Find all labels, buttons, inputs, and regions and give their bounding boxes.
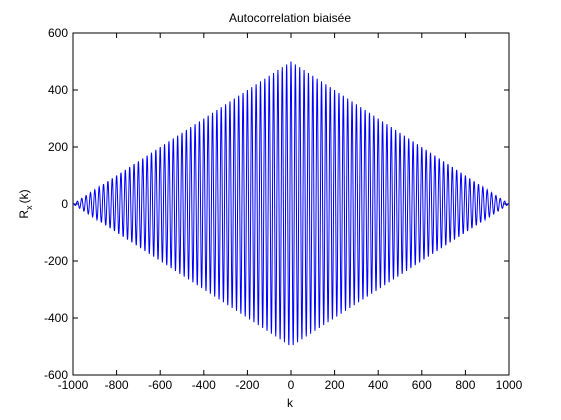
ticks-layer bbox=[72, 32, 510, 376]
x-tick-labels: -1000 -800 -600 -400 -200 0 200 400 600 800 1000 bbox=[58, 378, 523, 392]
chart-title: Autocorrelation biaisée bbox=[229, 11, 351, 25]
x-tick-label: 1000 bbox=[496, 378, 523, 392]
y-tick-label: -400 bbox=[44, 311, 68, 325]
y-tick-labels: -600 -400 -200 0 200 400 600 bbox=[44, 26, 68, 382]
y-axis-label-suffix: (k) bbox=[17, 189, 31, 203]
x-tick-label: 200 bbox=[325, 378, 345, 392]
plot-area bbox=[72, 32, 510, 376]
y-tick-label: -600 bbox=[44, 368, 68, 382]
y-tick-label: 0 bbox=[61, 197, 68, 211]
y-tick-label: -200 bbox=[44, 254, 68, 268]
y-axis-label-subscript: x bbox=[24, 205, 34, 210]
x-tick-label: 0 bbox=[288, 378, 295, 392]
x-tick-label: 600 bbox=[412, 378, 432, 392]
x-tick-label: -1000 bbox=[58, 378, 89, 392]
y-axis-label-main: R bbox=[17, 210, 31, 219]
y-tick-label: 600 bbox=[48, 26, 68, 40]
x-tick-label: -600 bbox=[148, 378, 172, 392]
x-tick-label: 400 bbox=[368, 378, 388, 392]
autocorrelation-series-line bbox=[73, 61, 509, 346]
x-tick-label: -800 bbox=[105, 378, 129, 392]
x-tick-label: -200 bbox=[235, 378, 259, 392]
x-tick-label: 800 bbox=[455, 378, 475, 392]
y-axis-label: Rx (k) bbox=[17, 189, 34, 218]
x-axis-label: k bbox=[287, 396, 294, 410]
y-tick-label: 400 bbox=[48, 83, 68, 97]
x-tick-label: -400 bbox=[192, 378, 216, 392]
y-tick-label: 200 bbox=[48, 140, 68, 154]
